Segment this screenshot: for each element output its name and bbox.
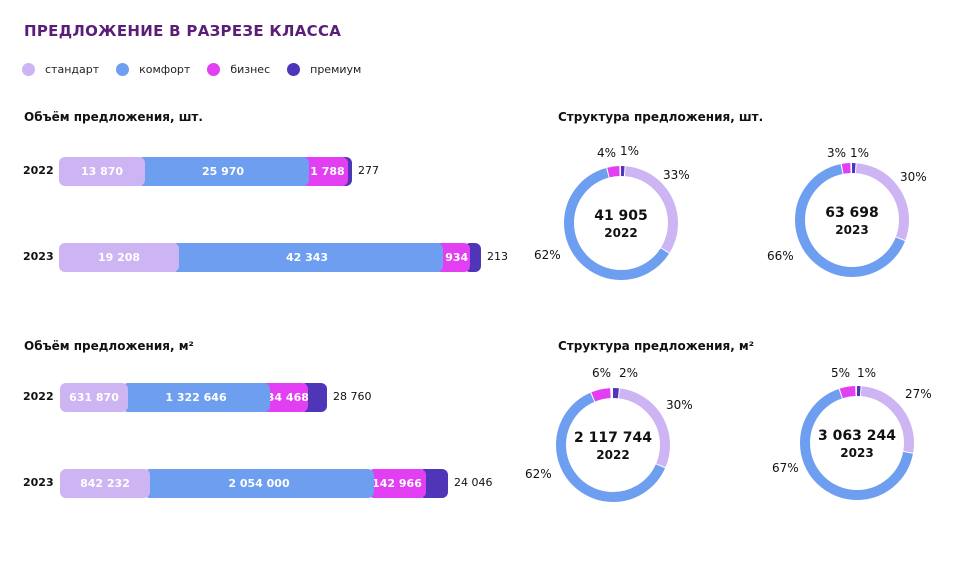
year-label: 2022 — [23, 164, 54, 177]
segment-value: 134 468 — [260, 391, 308, 404]
segment-value: 2 054 000 — [228, 477, 290, 490]
donut-year: 2023 — [840, 446, 874, 460]
segment-value: 631 870 — [69, 391, 119, 404]
donut-total: 2 117 744 — [574, 430, 652, 446]
stacked-bar-area-2023: 142 966 2 054 000 842 232 — [60, 469, 448, 498]
pct-standard: 30% — [666, 398, 693, 412]
year-label: 2023 — [23, 250, 54, 263]
pct-premium: 1% — [850, 146, 870, 160]
units-volume-title: Объём предложения, шт. — [24, 110, 203, 124]
premium-value-label: 24 046 — [454, 476, 493, 489]
stacked-bar-units-2022: 1 788 25 970 13 870 — [59, 157, 352, 186]
business-color-dot-icon — [207, 63, 221, 76]
legend-item-standard: стандарт — [22, 63, 99, 76]
segment-value: 13 870 — [80, 165, 124, 178]
pct-standard: 30% — [900, 170, 927, 184]
legend-label: комфорт — [139, 63, 191, 76]
segment-comfort: 1 322 646 — [122, 383, 270, 412]
pct-premium: 1% — [620, 144, 640, 158]
pct-comfort: 62% — [525, 467, 552, 481]
pct-business: 5% — [831, 366, 851, 380]
pct-premium: 1% — [857, 366, 877, 380]
donut-area-2023 — [800, 386, 914, 500]
donut-area-2022 — [556, 388, 670, 502]
pct-comfort: 66% — [767, 249, 794, 263]
units-structure-title: Структура предложения, шт. — [558, 110, 764, 124]
donut-year: 2022 — [596, 448, 630, 462]
premium-value-label: 28 760 — [333, 390, 372, 403]
area-structure-title: Структура предложения, м² — [558, 339, 754, 353]
stacked-bar-units-2023: 1 934 42 343 19 208 — [59, 243, 481, 272]
segment-standard: 631 870 — [60, 383, 128, 412]
page-title: ПРЕДЛОЖЕНИЕ В РАЗРЕЗЕ КЛАССА — [24, 22, 342, 40]
stacked-bar-area-2022: 134 468 1 322 646 631 870 — [60, 383, 327, 412]
segment-value: 25 970 — [201, 165, 245, 178]
pct-premium: 2% — [619, 366, 639, 380]
premium-color-dot-icon — [287, 63, 301, 76]
legend-label: премиум — [310, 63, 362, 76]
pct-business: 4% — [597, 146, 617, 160]
standard-color-dot-icon — [22, 63, 35, 76]
comfort-color-dot-icon — [116, 63, 130, 76]
segment-value: 142 966 — [372, 477, 422, 490]
year-label: 2023 — [23, 476, 54, 489]
segment-comfort: 42 343 — [171, 243, 443, 272]
legend: стандарт комфорт бизнес премиум — [22, 63, 378, 76]
donut-year: 2022 — [604, 226, 638, 240]
donut-year: 2023 — [835, 223, 869, 237]
donut-units-2023 — [795, 163, 909, 277]
area-volume-title: Объём предложения, м² — [24, 339, 194, 353]
pct-standard: 33% — [663, 168, 690, 182]
segment-value: 1 322 646 — [165, 391, 227, 404]
premium-value-label: 277 — [358, 164, 379, 177]
legend-item-premium: премиум — [287, 63, 361, 76]
pct-business: 3% — [827, 146, 847, 160]
pct-comfort: 67% — [772, 461, 799, 475]
legend-item-business: бизнес — [207, 63, 270, 76]
premium-value-label: 213 — [487, 250, 508, 263]
pct-comfort: 62% — [534, 248, 561, 262]
legend-label: бизнес — [230, 63, 271, 76]
year-label: 2022 — [23, 390, 54, 403]
segment-comfort: 25 970 — [137, 157, 309, 186]
segment-value: 1 788 — [310, 165, 345, 178]
segment-standard: 842 232 — [60, 469, 150, 498]
segment-comfort: 2 054 000 — [144, 469, 374, 498]
segment-business: 142 966 — [368, 469, 426, 498]
segment-standard: 19 208 — [59, 243, 179, 272]
segment-standard: 13 870 — [59, 157, 145, 186]
donut-total: 63 698 — [825, 205, 879, 221]
segment-value: 19 208 — [97, 251, 141, 264]
legend-label: стандарт — [45, 63, 100, 76]
donut-total: 41 905 — [594, 208, 648, 224]
segment-value: 42 343 — [285, 251, 329, 264]
pct-standard: 27% — [905, 387, 932, 401]
pct-business: 6% — [592, 366, 612, 380]
donut-total: 3 063 244 — [818, 428, 896, 444]
legend-item-comfort: комфорт — [116, 63, 190, 76]
donut-units-2022 — [564, 166, 678, 280]
segment-value: 842 232 — [80, 477, 130, 490]
